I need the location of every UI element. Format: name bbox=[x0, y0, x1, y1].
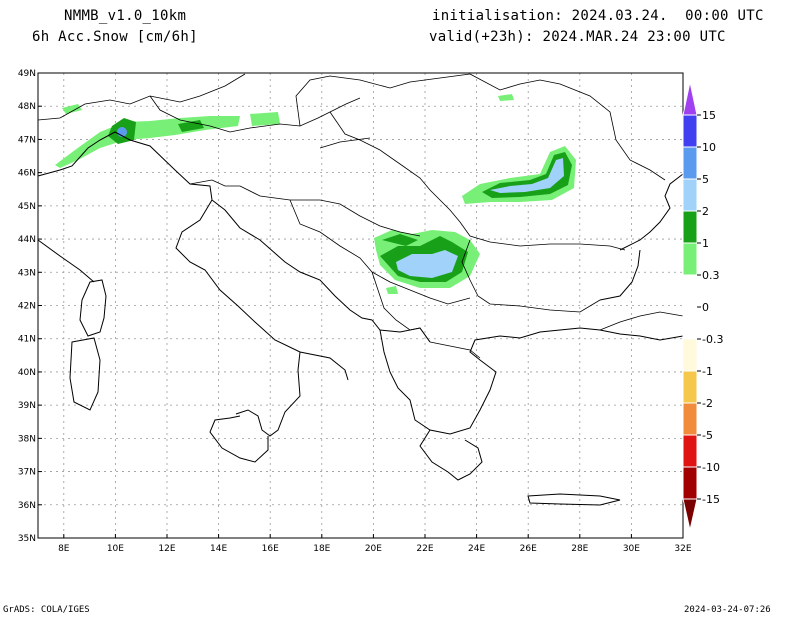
lon-tick-label: 30E bbox=[623, 544, 640, 554]
lon-tick-label: 18E bbox=[313, 544, 330, 554]
colorbar-label: 15 bbox=[702, 109, 716, 122]
country-borders bbox=[37, 73, 684, 359]
lon-tick-label: 24E bbox=[468, 544, 485, 554]
lon-tick-label: 14E bbox=[210, 544, 227, 554]
lon-tick-label: 12E bbox=[158, 544, 175, 554]
lat-tick-label: 36N bbox=[18, 501, 36, 511]
colorbar-arrow-bottom bbox=[682, 498, 698, 531]
lon-tick-label: 32E bbox=[674, 544, 691, 554]
colorbar-label: 0.3 bbox=[702, 269, 720, 282]
lat-tick-label: 47N bbox=[18, 135, 36, 145]
lat-tick-label: 49N bbox=[18, 69, 36, 79]
colorbar-labels: 15 10 5 2 1 0.3 0 -0.3 -1 -2 -5 -10 -15 bbox=[697, 109, 723, 506]
lat-tick-label: 39N bbox=[18, 401, 36, 411]
lat-tick-label: 43N bbox=[18, 268, 36, 278]
colorbar-15 bbox=[682, 114, 698, 148]
lat-tick-label: 45N bbox=[18, 202, 36, 212]
snow-field-alps bbox=[55, 104, 280, 168]
colorbar-label: 2 bbox=[702, 205, 709, 218]
colorbar-label: -5 bbox=[702, 429, 713, 442]
colorbar bbox=[682, 81, 698, 531]
colorbar-label: -15 bbox=[702, 493, 720, 506]
parameter-label: 6h Acc.Snow [cm/6h] bbox=[32, 29, 198, 45]
colorbar-label: 10 bbox=[702, 141, 716, 154]
lon-tick-label: 16E bbox=[262, 544, 279, 554]
lat-tick-label: 35N bbox=[18, 534, 36, 544]
model-name: NMMB_v1.0_10km bbox=[64, 8, 187, 24]
colorbar-1 bbox=[682, 242, 698, 276]
lat-tick-label: 46N bbox=[18, 169, 36, 179]
colorbar-label: 0 bbox=[702, 301, 709, 314]
colorbar-label: -2 bbox=[702, 397, 713, 410]
colorbar-10 bbox=[682, 146, 698, 180]
lon-tick-label: 8E bbox=[58, 544, 70, 554]
lat-tick-label: 48N bbox=[18, 102, 36, 112]
lon-tick-label: 10E bbox=[107, 544, 124, 554]
lat-tick-label: 44N bbox=[18, 235, 36, 245]
lon-axis: 8E 10E 12E 14E 16E 18E 20E 22E 24E 26E 28E 30E 32E bbox=[58, 534, 692, 554]
initialisation-time: initialisation: 2024.03.24. 00:00 UTC bbox=[432, 8, 764, 24]
valid-time: valid(+23h): 2024.MAR.24 23:00 UTC bbox=[429, 29, 726, 45]
colorbar-label: 1 bbox=[702, 237, 709, 250]
colorbar-neg-1 bbox=[682, 370, 698, 404]
colorbar-label: -0.3 bbox=[702, 333, 723, 346]
lon-tick-label: 28E bbox=[571, 544, 588, 554]
grid-lines bbox=[38, 73, 683, 538]
lat-tick-label: 42N bbox=[18, 302, 36, 312]
colorbar-neg-5 bbox=[682, 434, 698, 468]
colorbar-neg-0.3 bbox=[682, 338, 698, 372]
snow-field-serbia bbox=[374, 230, 480, 294]
colorbar-5 bbox=[682, 178, 698, 212]
colorbar-label: 5 bbox=[702, 173, 709, 186]
lat-tick-label: 41N bbox=[18, 335, 36, 345]
colorbar-label: -10 bbox=[702, 461, 720, 474]
coastlines bbox=[37, 131, 684, 506]
lat-axis: 35N 36N 37N 38N 39N 40N 41N 42N 43N 44N 45N 46N 47N 4… bbox=[18, 69, 42, 544]
lat-tick-label: 37N bbox=[18, 468, 36, 478]
colorbar-arrow-top bbox=[682, 81, 698, 116]
lon-tick-label: 26E bbox=[520, 544, 537, 554]
lat-tick-label: 40N bbox=[18, 368, 36, 378]
colorbar-0 bbox=[682, 274, 698, 340]
snow-field-romania bbox=[462, 94, 576, 204]
colorbar-neg-2 bbox=[682, 402, 698, 436]
grads-credit: GrADS: COLA/IGES bbox=[3, 605, 90, 615]
colorbar-2 bbox=[682, 210, 698, 244]
lat-tick-label: 38N bbox=[18, 434, 36, 444]
lon-tick-label: 20E bbox=[365, 544, 382, 554]
run-timestamp: 2024-03-24-07:26 bbox=[684, 605, 771, 615]
lon-tick-label: 22E bbox=[416, 544, 433, 554]
colorbar-label: -1 bbox=[702, 365, 713, 378]
colorbar-neg-10 bbox=[682, 466, 698, 500]
